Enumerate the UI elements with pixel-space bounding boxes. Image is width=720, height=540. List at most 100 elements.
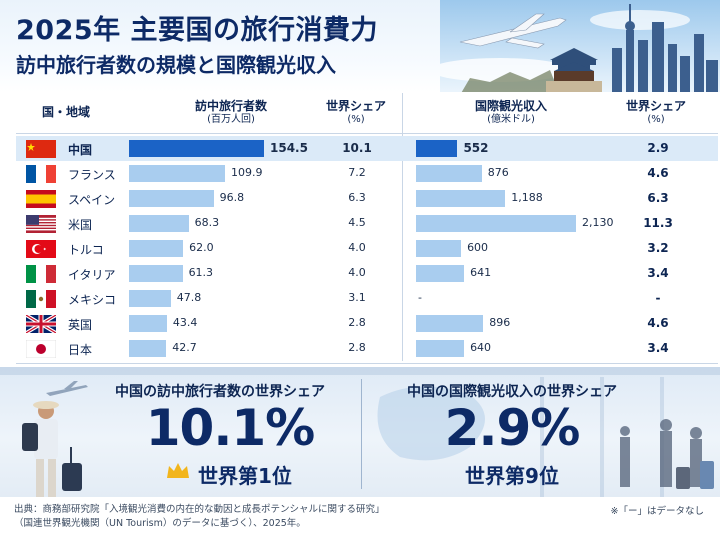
header-receipt-share: 世界シェア (%) bbox=[625, 99, 686, 125]
table-row: メキシコ 47.8 3.1 - - bbox=[16, 286, 718, 311]
receipt-share-cell: 2.9 bbox=[647, 141, 669, 155]
crowd-icon bbox=[620, 419, 714, 489]
visitors-bar bbox=[129, 290, 171, 307]
receipt-share-cell: 6.3 bbox=[647, 191, 669, 205]
receipts-bar bbox=[416, 240, 462, 257]
header-country: 国・地域 bbox=[41, 105, 90, 119]
receipts-label: 600 bbox=[467, 241, 489, 254]
receipt-share-cell: 3.4 bbox=[647, 266, 669, 280]
receipt-share-value: 2.9% bbox=[444, 399, 581, 457]
country-name: 中国 bbox=[68, 143, 93, 157]
visitors-label: 61.3 bbox=[188, 266, 214, 279]
receipts-label: 640 bbox=[470, 341, 492, 354]
flag-us-icon bbox=[26, 215, 56, 233]
page-subtitle: 訪中旅行者数の規模と国際観光収入 bbox=[16, 53, 336, 77]
country-name: 英国 bbox=[68, 318, 93, 332]
receipts-label: 896 bbox=[489, 316, 511, 329]
visitor-share-cell: 2.8 bbox=[348, 316, 366, 329]
table-row: 英国 43.4 2.8 896 4.6 bbox=[16, 311, 718, 336]
country-name: スペイン bbox=[68, 193, 116, 207]
table-row: スペイン 96.8 6.3 1,188 6.3 bbox=[16, 186, 718, 211]
visitors-bar bbox=[129, 215, 189, 232]
visitor-share-value: 10.1% bbox=[145, 399, 315, 457]
receipts-label: 641 bbox=[470, 266, 492, 279]
page-title: 2025年 主要国の旅行消費力 bbox=[16, 15, 379, 46]
visitors-bar bbox=[129, 165, 226, 182]
visitors-label: 109.9 bbox=[231, 166, 263, 179]
summary-panel: 中国の訪中旅行者数の世界シェア 10.1% 世界第1位 中国の国際観光収入の世界… bbox=[0, 367, 720, 497]
country-name: トルコ bbox=[68, 243, 104, 257]
receipts-bar bbox=[416, 165, 482, 182]
receipts-label: 2,130 bbox=[582, 216, 614, 229]
temple-icon bbox=[546, 48, 602, 92]
visitors-label: 43.4 bbox=[172, 316, 198, 329]
header-divider bbox=[16, 133, 718, 134]
airplane-icon bbox=[459, 13, 567, 49]
visitors-bar bbox=[129, 340, 167, 357]
source-citation: 出典：商務部研究院「入境観光消費の内在的な動因と成長ポテンシャルに関する研究」 … bbox=[14, 503, 385, 531]
receipts-bar bbox=[416, 190, 506, 207]
flag-cn-icon bbox=[26, 140, 56, 158]
header-receipts: 国際観光収入 (億米ドル) bbox=[474, 99, 547, 125]
receipt-share-cell: 11.3 bbox=[643, 216, 673, 230]
receipt-share-cell: 4.6 bbox=[647, 166, 669, 180]
visitors-bar bbox=[129, 240, 184, 257]
receipts-bar bbox=[416, 140, 458, 157]
visitor-share-cell: 3.1 bbox=[348, 291, 366, 304]
flag-it-icon bbox=[26, 265, 56, 283]
visitors-bar bbox=[129, 190, 214, 207]
landmarks-illustration bbox=[440, 0, 720, 92]
country-name: メキシコ bbox=[68, 293, 117, 307]
table-row: トルコ 62.0 4.0 600 3.2 bbox=[16, 236, 718, 261]
crown-icon bbox=[167, 463, 189, 478]
receipt-share-cell: 3.2 bbox=[647, 241, 669, 255]
visitors-label: 154.5 bbox=[270, 141, 308, 155]
traveler-icon bbox=[22, 401, 82, 497]
table-row: 米国 68.3 4.5 2,130 11.3 bbox=[16, 211, 718, 236]
visitor-share-cell: 2.8 bbox=[348, 341, 366, 354]
visitor-share-cell: 4.0 bbox=[348, 266, 366, 279]
country-name: 米国 bbox=[68, 218, 93, 232]
receipt-share-cell: 3.4 bbox=[647, 341, 669, 355]
data-table: 国・地域 訪中旅行者数 (百万人回) 世界シェア (%) 国際観光収入 (億米ドル) … bbox=[16, 93, 718, 365]
country-name: フランス bbox=[68, 168, 116, 182]
country-name: イタリア bbox=[68, 268, 116, 282]
header-visitors: 訪中旅行者数 (百万人回) bbox=[194, 99, 267, 125]
source-line-2: （国連世界観光機関（UN Tourism）のデータに基づく）、2025年。 bbox=[14, 518, 306, 529]
visitors-label: 42.7 bbox=[172, 341, 197, 354]
table-row: 日本 42.7 2.8 640 3.4 bbox=[16, 336, 718, 361]
table-row: 中国 154.5 10.1 552 2.9 bbox=[16, 136, 718, 161]
visitor-share-cell: 10.1 bbox=[342, 141, 372, 155]
visitor-rank: 世界第1位 bbox=[198, 464, 292, 488]
background-scene bbox=[0, 367, 720, 497]
receipts-bar bbox=[416, 215, 576, 232]
visitors-label: 62.0 bbox=[189, 241, 214, 254]
table-row: イタリア 61.3 4.0 641 3.4 bbox=[16, 261, 718, 286]
country-name: 日本 bbox=[68, 343, 93, 357]
receipts-label: 876 bbox=[487, 166, 509, 179]
visitor-share-cell: 7.2 bbox=[348, 166, 366, 179]
receipt-share-cell: 4.6 bbox=[647, 316, 669, 330]
no-data-note: ※「ー」はデータなし bbox=[610, 506, 704, 517]
source-line-1: 出典：商務部研究院「入境観光消費の内在的な動因と成長ポテンシャルに関する研究」 bbox=[14, 504, 385, 515]
receipt-share-title: 中国の国際観光収入の世界シェア bbox=[407, 384, 617, 400]
header-banner: 2025年 主要国の旅行消費力 訪中旅行者数の規模と国際観光収入 bbox=[0, 0, 720, 92]
flag-jp-icon bbox=[26, 340, 56, 358]
visitor-share-cell: 4.5 bbox=[348, 216, 366, 229]
flag-gb-icon bbox=[26, 315, 56, 333]
visitors-bar bbox=[129, 265, 183, 282]
visitors-label: 68.3 bbox=[194, 216, 220, 229]
skyline-icon bbox=[612, 4, 718, 92]
visitors-bar bbox=[129, 140, 264, 157]
visitor-share-title: 中国の訪中旅行者数の世界シェア bbox=[115, 384, 325, 400]
globe-map-icon bbox=[377, 386, 485, 461]
receipts-label: 1,188 bbox=[511, 191, 543, 204]
visitors-label: 96.8 bbox=[219, 191, 245, 204]
table-row: フランス 109.9 7.2 876 4.6 bbox=[16, 161, 718, 186]
summary-divider bbox=[361, 379, 362, 489]
receipts-label: - bbox=[418, 291, 422, 304]
receipts-bar bbox=[416, 265, 465, 282]
airplane-icon bbox=[46, 381, 88, 396]
flag-fr-icon bbox=[26, 165, 56, 183]
header-visitor-share: 世界シェア (%) bbox=[325, 99, 386, 125]
